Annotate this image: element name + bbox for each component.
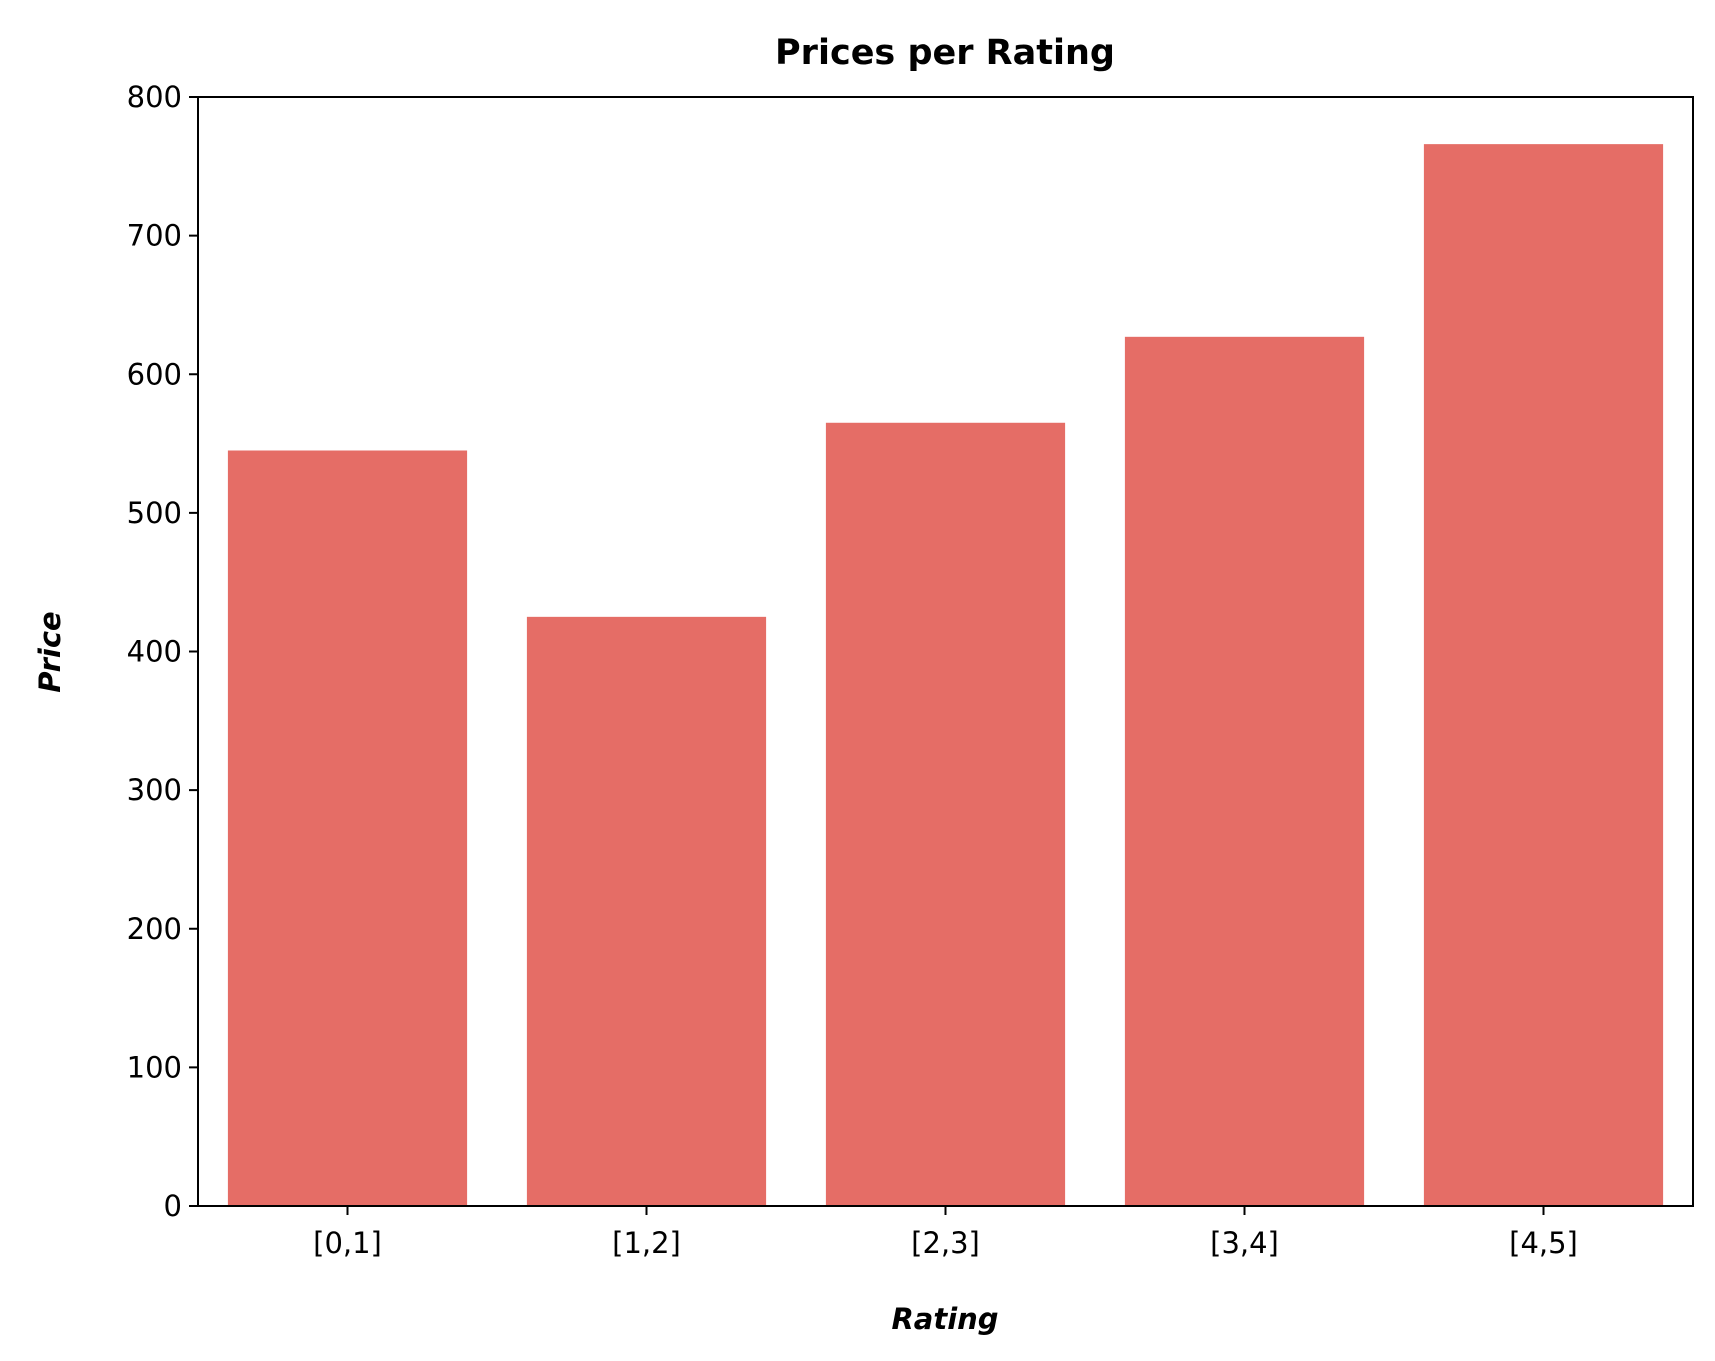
bar-4 [1423, 144, 1664, 1206]
x-axis-label: Rating [891, 1302, 998, 1336]
x-tick-label: [1,2] [612, 1226, 681, 1260]
x-tick-label: [3,4] [1210, 1226, 1279, 1260]
bar-2 [825, 422, 1066, 1206]
y-tick-label: 100 [127, 1050, 182, 1084]
y-tick-label: 0 [164, 1189, 182, 1223]
bar-0 [227, 450, 468, 1206]
y-tick-label: 700 [127, 219, 182, 253]
y-tick-label: 300 [127, 773, 182, 807]
bars-group [227, 144, 1664, 1206]
x-axis: [0,1] [1,2] [2,3] [3,4] [4,5] [313, 1206, 1578, 1260]
x-tick-label: [0,1] [313, 1226, 382, 1260]
plot-frame [197, 96, 1694, 1207]
x-tick-label: [2,3] [911, 1226, 980, 1260]
chart-title: Prices per Rating [775, 33, 1115, 73]
y-tick-label: 600 [127, 357, 182, 391]
y-tick-label: 800 [127, 80, 182, 114]
y-tick-label: 200 [127, 912, 182, 946]
bar-1 [526, 616, 767, 1206]
y-tick-label: 400 [127, 635, 182, 669]
x-tick-label: [4,5] [1509, 1226, 1578, 1260]
bar-3 [1124, 336, 1365, 1206]
y-axis-label: Price [33, 611, 67, 692]
y-tick-label: 500 [127, 496, 182, 530]
y-axis: 0 100 200 300 400 500 600 700 800 [127, 80, 198, 1223]
